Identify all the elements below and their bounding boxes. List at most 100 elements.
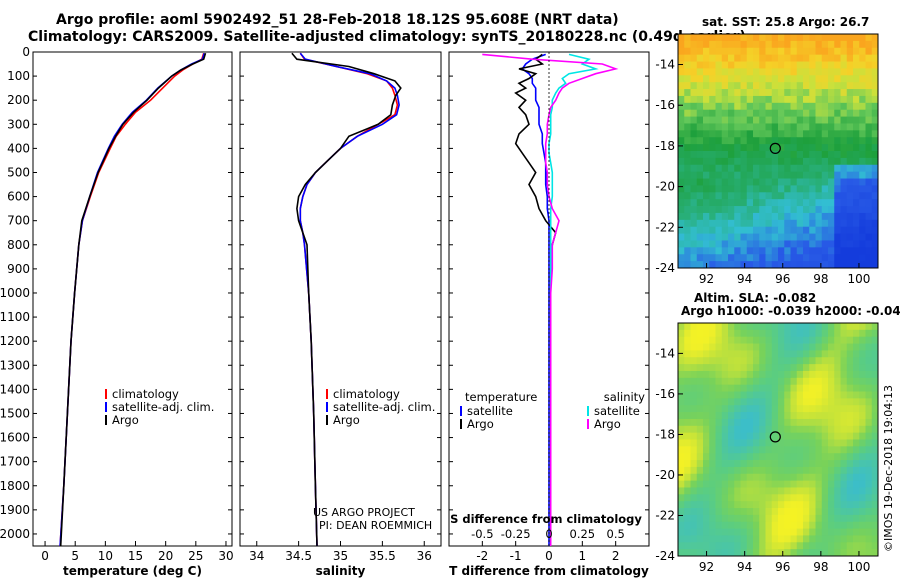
sst-map-cell	[734, 102, 741, 111]
sst-map-xtick-label: 100	[847, 272, 870, 286]
sla-map-cell	[696, 508, 704, 516]
sst-map-cell	[809, 34, 816, 42]
sst-map-cell	[809, 226, 816, 234]
sla-map-cell	[696, 528, 704, 536]
sst-map-cell	[684, 109, 691, 117]
sst-map-cell	[765, 123, 773, 131]
sst-map-cell	[771, 151, 779, 159]
sla-map-cell	[678, 405, 685, 413]
sst-map-cell	[865, 116, 873, 124]
sst-map-cell	[828, 240, 835, 248]
sst-map-cell	[834, 95, 841, 104]
sla-map-cell	[828, 466, 835, 475]
sla-map-cell	[709, 446, 716, 454]
sst-map-cell	[740, 47, 748, 56]
sst-map-cell	[790, 89, 798, 97]
sst-map-cell	[753, 185, 760, 193]
sla-map-cell	[784, 514, 791, 523]
temperature-ytick-label: 700	[7, 214, 30, 228]
sst-map-cell	[740, 95, 748, 104]
sla-map-cell	[784, 549, 791, 557]
sst-map-cell	[859, 192, 866, 200]
sla-map-cell	[871, 425, 879, 434]
sla-map-cell	[809, 350, 816, 358]
sst-map-cell	[853, 192, 860, 200]
sla-map-cell	[703, 487, 710, 495]
sla-map-cell	[784, 343, 791, 351]
sla-map-cell	[721, 446, 729, 454]
sst-map-cell	[834, 206, 841, 214]
sla-map-cell	[715, 405, 723, 413]
sla-map-cell	[678, 439, 685, 447]
sla-map-cell	[834, 377, 841, 386]
temperature-ytick-label: 1600	[0, 431, 30, 445]
sst-map-cell	[853, 75, 860, 83]
sst-map-cell	[821, 171, 829, 179]
sst-map-cell	[684, 144, 691, 152]
sst-map-cell	[840, 75, 848, 83]
sst-map-cell	[703, 75, 710, 83]
sst-map-cell	[753, 116, 760, 124]
sla-map-cell	[790, 336, 798, 344]
sla-map-cell	[846, 542, 854, 550]
sst-map-cell	[809, 199, 816, 207]
sst-map-cell	[840, 226, 848, 234]
sst-map-cell	[846, 226, 854, 234]
sst-map-cell	[865, 254, 873, 262]
sla-map-cell	[715, 535, 723, 543]
sst-map-cell	[690, 82, 698, 90]
sst-map-cell	[840, 123, 848, 131]
sst-map-cell	[703, 130, 710, 138]
sla-map-cell	[859, 453, 866, 461]
sst-map-cell	[753, 192, 760, 200]
sla-map-cell	[746, 480, 754, 488]
sla-map-cell	[759, 405, 766, 413]
sla-map-cell	[765, 412, 773, 420]
sla-map-cell	[684, 384, 691, 392]
sst-map-cell	[721, 240, 729, 248]
sst-map-cell	[784, 151, 791, 159]
sla-map-cell	[796, 535, 804, 543]
sst-map-cell	[778, 192, 785, 200]
sla-map-cell	[871, 549, 879, 557]
sst-map-cell	[696, 95, 704, 104]
sla-map-cell	[846, 535, 854, 543]
sst-map-cell	[703, 219, 710, 228]
sla-map-cell	[865, 384, 873, 392]
sla-map-cell	[728, 466, 735, 475]
sla-map-cell	[796, 357, 804, 365]
sla-map-cell	[846, 343, 854, 351]
sla-map-cell	[815, 425, 823, 434]
sla-map-cell	[746, 446, 754, 454]
sla-map-cell	[821, 494, 829, 502]
temperature-xtick-label: 0	[41, 549, 49, 563]
sla-map-cell	[678, 323, 685, 331]
sla-map-cell	[740, 412, 748, 420]
sst-map-cell	[834, 178, 841, 186]
sst-map-cell	[778, 95, 785, 104]
sst-map-cell	[871, 82, 879, 90]
sla-map-cell	[746, 370, 754, 379]
sla-map-cell	[834, 391, 841, 399]
sst-map-cell	[734, 144, 741, 152]
sla-map-cell	[703, 364, 710, 372]
sst-map-cell	[859, 75, 866, 83]
sla-map-cell	[765, 350, 773, 358]
sla-map-cell	[815, 405, 823, 413]
sst-map-cell	[678, 171, 685, 179]
pi-annotation: PI: DEAN ROEMMICH	[319, 519, 432, 532]
sst-map-cell	[753, 144, 760, 152]
sla-map-cell	[678, 398, 685, 406]
sst-map-cell	[865, 192, 873, 200]
sla-map-cell	[828, 528, 835, 536]
sst-map-cell	[790, 54, 798, 62]
sla-map-cell	[796, 425, 804, 434]
sla-map-cell	[859, 343, 866, 351]
sst-map-cell	[740, 34, 748, 42]
sst-map-cell	[721, 137, 729, 145]
sst-map-cell	[790, 47, 798, 56]
sst-map-cell	[796, 247, 804, 255]
sst-map-cell	[853, 89, 860, 97]
sla-map-cell	[684, 480, 691, 488]
sst-map-cell	[846, 185, 854, 193]
